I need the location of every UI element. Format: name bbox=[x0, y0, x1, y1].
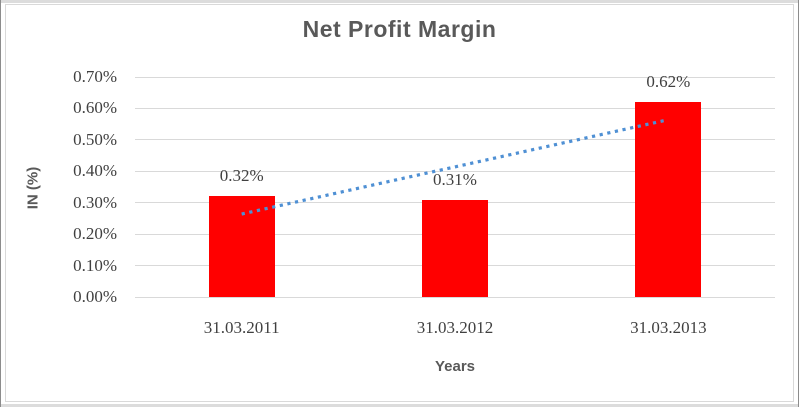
gridline bbox=[135, 170, 775, 172]
y-tick-label: 0.20% bbox=[73, 224, 117, 244]
x-tick-label: 31.03.2012 bbox=[416, 318, 494, 337]
x-tick-label: 31.03.2011 bbox=[203, 318, 280, 337]
y-tick-label: 0.10% bbox=[73, 255, 117, 275]
gridline bbox=[135, 107, 775, 109]
y-tick-label: 0.60% bbox=[73, 98, 117, 118]
y-tick-label: 0.50% bbox=[73, 129, 117, 149]
y-tick-label: 0.00% bbox=[73, 287, 117, 306]
y-tick-label: 0.30% bbox=[73, 192, 117, 212]
frame-edge-left bbox=[0, 0, 1, 407]
gridline bbox=[135, 76, 775, 78]
gridline bbox=[135, 296, 775, 298]
frame-edge-top bbox=[0, 0, 799, 3]
bar-data-label: 0.62% bbox=[646, 72, 691, 92]
gridline bbox=[135, 139, 775, 141]
bar bbox=[422, 199, 488, 297]
frame-edge-bottom bbox=[0, 404, 799, 407]
y-tick-label: 0.40% bbox=[73, 161, 117, 181]
bar-data-label: 0.31% bbox=[433, 169, 477, 189]
x-axis-title: Years bbox=[434, 358, 476, 375]
trendline bbox=[241, 118, 666, 216]
bar-data-label: 0.32% bbox=[219, 166, 264, 186]
plot-area bbox=[135, 76, 775, 298]
x-tick-label: 31.03.2013 bbox=[630, 318, 707, 337]
chart-title: Net Profit Margin bbox=[302, 16, 497, 42]
bar bbox=[635, 102, 702, 297]
y-tick-label: 0.70% bbox=[73, 67, 117, 86]
